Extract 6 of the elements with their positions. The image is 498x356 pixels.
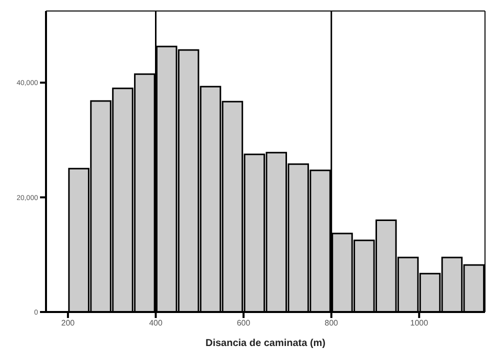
x-tick-label: 400 <box>149 318 163 328</box>
x-tick-label: 200 <box>61 318 76 328</box>
x-axis-title: Disancia de caminata (m) <box>205 338 326 349</box>
x-tick-label: 1000 <box>410 318 429 328</box>
x-tick-label: 800 <box>324 318 339 328</box>
x-tick-label: 600 <box>236 318 251 328</box>
